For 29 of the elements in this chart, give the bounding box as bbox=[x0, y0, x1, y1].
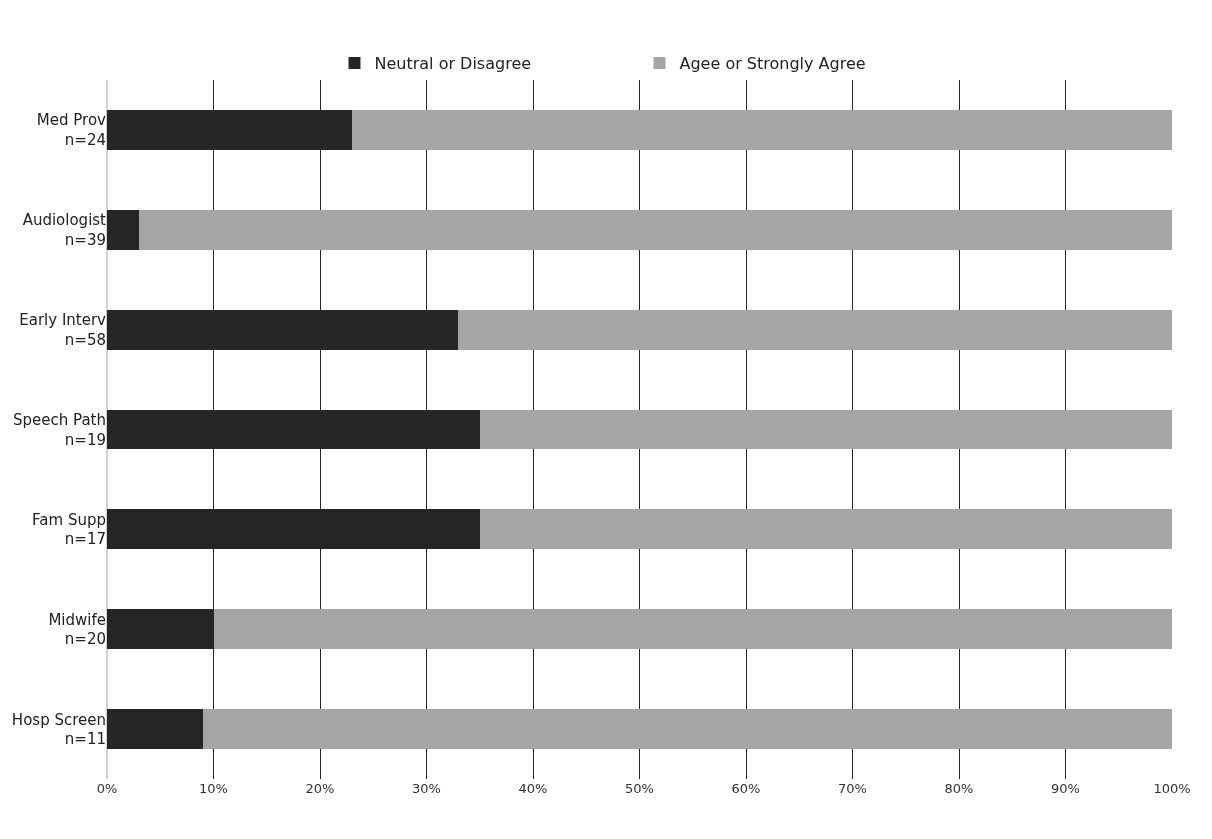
x-tick-label: 20% bbox=[305, 781, 335, 796]
bar bbox=[138, 209, 1172, 250]
x-tick-label: 60% bbox=[731, 781, 761, 796]
bar bbox=[479, 409, 1172, 450]
x-tick-label: 70% bbox=[838, 781, 867, 796]
bar bbox=[213, 609, 1172, 650]
legend-label: Neutral or Disagree bbox=[374, 54, 532, 74]
bar bbox=[107, 209, 139, 250]
y-tick-label: Fam Supp n=17 bbox=[32, 510, 106, 549]
y-tick-label: Med Prov n=24 bbox=[36, 111, 107, 149]
y-tick-label: Hosp Screen n=11 bbox=[11, 710, 106, 749]
y-tick-label: Speech Path n=19 bbox=[13, 411, 106, 449]
legend-label: Agee or Strongly Agree bbox=[679, 54, 866, 74]
y-tick-label: Midwife n=20 bbox=[48, 610, 106, 649]
x-tick-label: 10% bbox=[199, 781, 228, 796]
bar bbox=[107, 709, 203, 750]
bar bbox=[202, 709, 1172, 750]
bar bbox=[479, 509, 1172, 550]
x-tick-label: 80% bbox=[944, 781, 974, 796]
x-tick-label: 0% bbox=[96, 781, 118, 796]
y-tick-label: Audiologist n=39 bbox=[22, 211, 107, 249]
x-tick-label: 100% bbox=[1153, 781, 1191, 796]
x-tick-label: 90% bbox=[1051, 781, 1080, 796]
x-tick-label: 50% bbox=[625, 781, 654, 796]
x-tick-label: 30% bbox=[412, 781, 441, 796]
bar bbox=[458, 309, 1172, 350]
y-tick-label: Early Interv n=58 bbox=[19, 311, 107, 349]
x-tick-label: 40% bbox=[518, 781, 548, 796]
bar bbox=[351, 109, 1172, 150]
